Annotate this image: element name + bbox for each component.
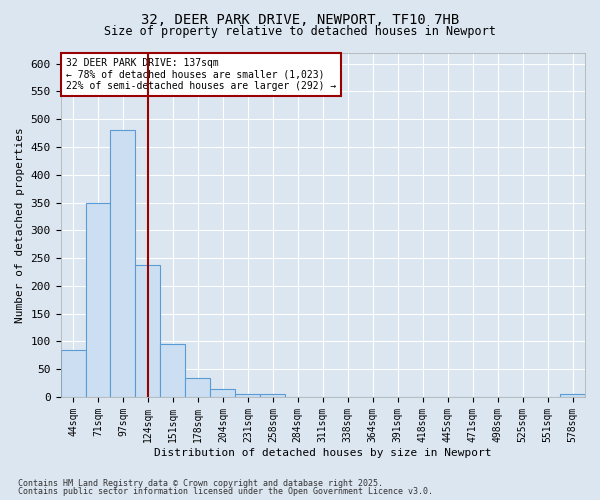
Bar [110, 130, 136, 397]
Text: Contains HM Land Registry data © Crown copyright and database right 2025.: Contains HM Land Registry data © Crown c… [18, 478, 383, 488]
Text: 32 DEER PARK DRIVE: 137sqm
← 78% of detached houses are smaller (1,023)
22% of s: 32 DEER PARK DRIVE: 137sqm ← 78% of deta… [66, 58, 336, 91]
Y-axis label: Number of detached properties: Number of detached properties [15, 127, 25, 322]
X-axis label: Distribution of detached houses by size in Newport: Distribution of detached houses by size … [154, 448, 491, 458]
Bar [136, 266, 160, 397]
Bar [185, 378, 211, 397]
Bar [235, 394, 260, 397]
Bar [160, 344, 185, 397]
Text: Size of property relative to detached houses in Newport: Size of property relative to detached ho… [104, 25, 496, 38]
Bar [260, 394, 286, 397]
Bar [61, 350, 86, 397]
Bar [211, 388, 235, 397]
Text: 32, DEER PARK DRIVE, NEWPORT, TF10 7HB: 32, DEER PARK DRIVE, NEWPORT, TF10 7HB [141, 12, 459, 26]
Bar [560, 394, 585, 397]
Text: Contains public sector information licensed under the Open Government Licence v3: Contains public sector information licen… [18, 487, 433, 496]
Bar [86, 202, 110, 397]
